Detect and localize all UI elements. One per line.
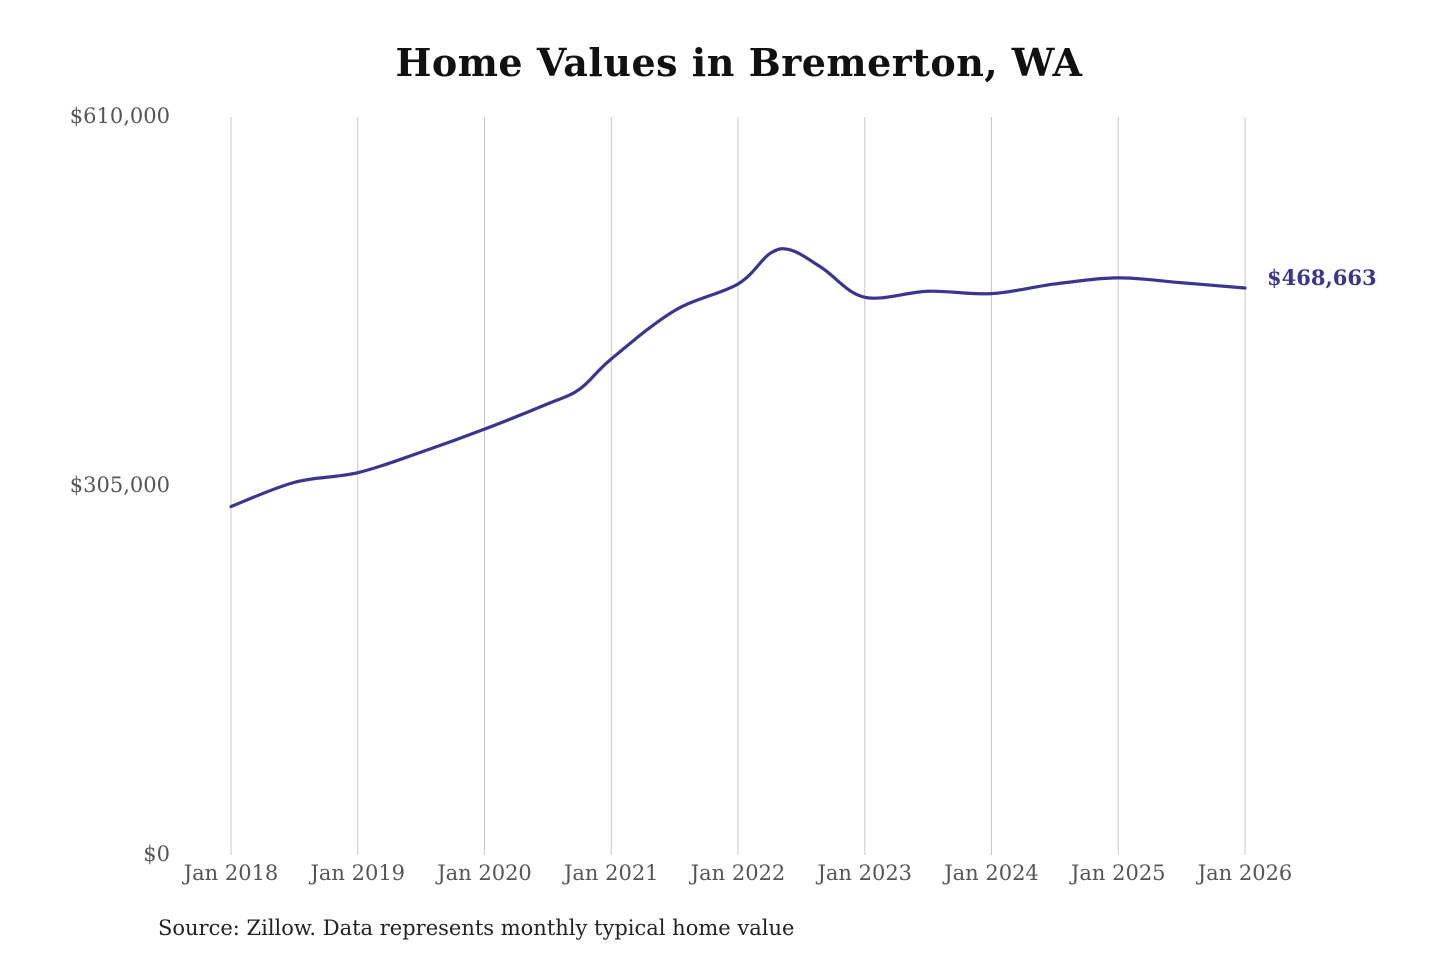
x-tick-label: Jan 2024 — [942, 861, 1039, 885]
x-tick-label: Jan 2025 — [1069, 861, 1166, 885]
x-tick-label: Jan 2018 — [182, 861, 279, 885]
y-tick-label: $0 — [143, 842, 170, 866]
y-axis-tick-labels: $0 $305,000 $610,000 — [70, 104, 170, 866]
x-tick-label: Jan 2020 — [435, 861, 532, 885]
x-tick-label: Jan 2026 — [1196, 861, 1293, 885]
x-tick-label: Jan 2021 — [562, 861, 659, 885]
x-tick-label: Jan 2022 — [689, 861, 786, 885]
y-tick-label: $610,000 — [70, 104, 170, 128]
source-note: Source: Zillow. Data represents monthly … — [158, 916, 795, 940]
y-tick-label: $305,000 — [70, 473, 170, 497]
end-value-label: $468,663 — [1267, 265, 1377, 290]
x-axis-tick-labels: Jan 2018 Jan 2019 Jan 2020 Jan 2021 Jan 2022… — [182, 861, 1293, 885]
series-line-0 — [229, 247, 1247, 509]
x-tick-label: Jan 2019 — [308, 861, 405, 885]
vertical-gridlines — [230, 117, 1246, 855]
chart-title: Home Values in Bremerton, WA — [395, 40, 1083, 85]
series-layer — [229, 247, 1247, 509]
x-tick-label: Jan 2023 — [815, 861, 912, 885]
